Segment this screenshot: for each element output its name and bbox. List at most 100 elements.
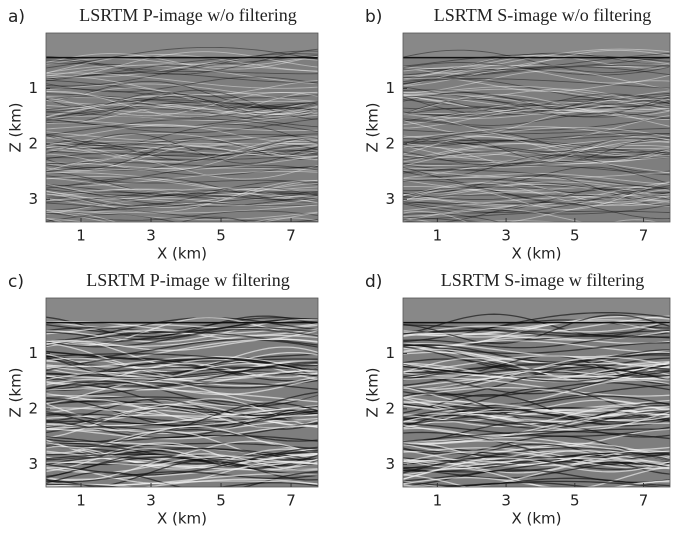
reflector <box>46 351 318 362</box>
reflector <box>403 436 670 451</box>
reflector <box>46 101 318 122</box>
reflector <box>403 355 670 376</box>
reflector <box>46 72 318 83</box>
reflector <box>46 210 318 221</box>
reflector <box>403 201 670 215</box>
y-tick-label: 2 <box>28 399 38 417</box>
reflector <box>403 151 670 165</box>
reflector <box>46 50 318 71</box>
reflector <box>403 114 670 141</box>
reflector <box>46 153 318 161</box>
reflector <box>46 143 318 171</box>
x-tick-label: 3 <box>501 492 511 510</box>
reflector <box>46 446 318 470</box>
reflector <box>403 172 670 185</box>
reflector <box>403 179 670 192</box>
reflector <box>403 107 670 118</box>
reflector <box>46 90 318 118</box>
reflector <box>46 202 318 222</box>
reflector <box>403 138 670 158</box>
reflector <box>403 139 670 161</box>
reflector <box>46 114 318 127</box>
reflector <box>403 377 670 397</box>
reflector <box>46 106 318 125</box>
plot-frame <box>402 32 671 223</box>
reflector <box>403 112 670 126</box>
reflector <box>46 171 318 195</box>
reflector <box>403 98 670 116</box>
reflector <box>403 63 670 72</box>
reflector <box>46 422 318 437</box>
y-tick-label: 2 <box>28 134 38 152</box>
x-axis-label: X (km) <box>511 245 561 263</box>
reflector <box>46 104 318 115</box>
reflector <box>46 328 318 348</box>
reflector <box>46 370 318 391</box>
y-tick-label: 3 <box>385 190 395 208</box>
reflector <box>46 133 318 150</box>
reflector <box>46 198 318 215</box>
reflector <box>403 54 670 80</box>
reflector <box>46 134 318 151</box>
reflector <box>46 167 318 174</box>
reflector <box>46 194 318 211</box>
reflector <box>46 317 318 342</box>
reflector <box>403 101 670 120</box>
plot-frame <box>45 32 319 223</box>
reflector <box>403 143 670 163</box>
reflector <box>46 143 318 172</box>
reflector <box>403 181 670 199</box>
reflector <box>403 141 670 159</box>
reflector <box>403 319 670 337</box>
reflector <box>46 118 318 136</box>
reflector <box>403 185 670 204</box>
reflector <box>403 92 670 114</box>
x-tick-label: 7 <box>286 227 296 245</box>
reflector <box>46 188 318 198</box>
reflector <box>403 149 670 167</box>
reflector <box>403 57 670 71</box>
panel-label: c) <box>8 272 24 292</box>
x-axis-label: X (km) <box>157 510 207 528</box>
reflector <box>403 138 670 162</box>
reflector <box>46 157 318 180</box>
reflector <box>403 136 670 166</box>
reflector <box>403 88 670 111</box>
reflector <box>46 211 318 222</box>
reflector <box>46 380 318 408</box>
reflector <box>403 185 670 202</box>
reflector <box>46 170 318 187</box>
reflector <box>46 179 318 213</box>
reflector <box>403 95 670 115</box>
reflector <box>46 123 318 147</box>
reflector <box>403 321 670 337</box>
reflector <box>403 362 670 381</box>
reflector <box>46 100 318 119</box>
reflector <box>403 175 670 207</box>
reflector <box>403 191 670 203</box>
reflector <box>403 430 670 443</box>
y-tick-label: 1 <box>385 344 395 362</box>
reflector <box>46 177 318 196</box>
reflector <box>46 131 318 141</box>
reflector <box>403 154 670 178</box>
reflector <box>46 156 318 170</box>
reflector <box>403 375 670 388</box>
reflector <box>46 185 318 207</box>
reflector <box>46 143 318 160</box>
reflector <box>403 133 670 141</box>
reflector <box>403 194 670 199</box>
reflector <box>46 123 318 132</box>
reflector <box>46 89 318 120</box>
reflector <box>46 316 318 346</box>
reflector <box>403 126 670 144</box>
reflector <box>46 92 318 99</box>
reflector <box>403 181 670 210</box>
reflector <box>46 407 318 422</box>
reflector <box>46 101 318 113</box>
reflector <box>46 132 318 160</box>
reflector <box>403 405 670 428</box>
reflector <box>46 102 318 118</box>
reflector <box>403 53 670 69</box>
